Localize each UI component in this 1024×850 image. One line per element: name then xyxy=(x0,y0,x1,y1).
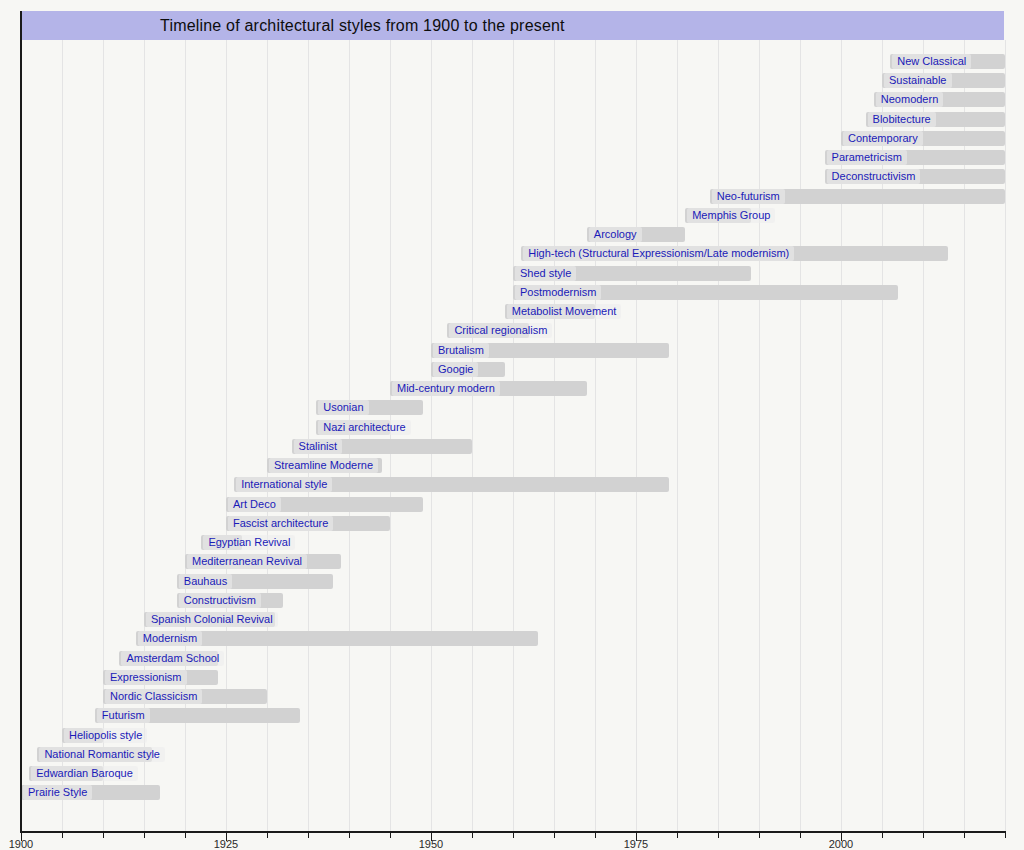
plot-area: Timeline of architectural styles from 19… xyxy=(0,0,1024,850)
x-tick xyxy=(882,833,883,838)
style-label: Metabolist Movement xyxy=(507,304,622,319)
style-label: Heliopolis style xyxy=(64,728,147,743)
style-label: Parametricism xyxy=(827,150,907,165)
style-label: Sustainable xyxy=(884,73,952,88)
x-tick xyxy=(1005,833,1006,838)
style-label: Neomodern xyxy=(876,92,943,107)
gridline xyxy=(718,40,719,831)
x-tick xyxy=(144,833,145,838)
style-label: Usonian xyxy=(318,400,368,415)
style-label: Contemporary xyxy=(843,131,923,146)
style-label: Blobitecture xyxy=(868,112,936,127)
x-tick-label: 1975 xyxy=(616,838,656,850)
style-label: Modernism xyxy=(138,631,202,646)
gridline xyxy=(636,40,637,831)
x-tick xyxy=(349,833,350,838)
x-tick xyxy=(472,833,473,838)
style-label: Prairie Style xyxy=(23,785,92,800)
x-tick xyxy=(595,833,596,838)
gridline xyxy=(390,40,391,831)
x-tick-label: 2000 xyxy=(821,838,861,850)
x-tick xyxy=(759,833,760,838)
style-label: Expressionism xyxy=(105,670,187,685)
x-tick-label: 1900 xyxy=(1,838,41,850)
x-tick xyxy=(267,833,268,838)
gridline xyxy=(308,40,309,831)
gridline xyxy=(595,40,596,831)
style-label: Arcology xyxy=(589,227,642,242)
style-label: Art Deco xyxy=(228,497,281,512)
chart-header: Timeline of architectural styles from 19… xyxy=(22,11,1004,40)
gridline xyxy=(677,40,678,831)
x-tick-label: 1925 xyxy=(206,838,246,850)
style-label: International style xyxy=(236,477,332,492)
chart-title: Timeline of architectural styles from 19… xyxy=(160,11,1004,40)
style-label: Mediterranean Revival xyxy=(187,554,307,569)
style-label: New Classical xyxy=(892,54,971,69)
gridline xyxy=(759,40,760,831)
x-tick xyxy=(513,833,514,838)
x-tick xyxy=(103,833,104,838)
gridline xyxy=(1005,40,1006,831)
x-tick xyxy=(308,833,309,838)
style-label: Constructivism xyxy=(179,593,261,608)
gridline xyxy=(431,40,432,831)
style-label: Spanish Colonial Revival xyxy=(146,612,278,627)
x-tick xyxy=(923,833,924,838)
gridline xyxy=(349,40,350,831)
style-label: Streamline Moderne xyxy=(269,458,378,473)
style-label: Mid-century modern xyxy=(392,381,500,396)
x-tick xyxy=(800,833,801,838)
style-label: Amsterdam School xyxy=(121,651,224,666)
style-label: Futurism xyxy=(97,708,150,723)
gridline xyxy=(554,40,555,831)
y-axis-line xyxy=(20,11,22,832)
gridline xyxy=(472,40,473,831)
x-tick xyxy=(554,833,555,838)
style-label: Edwardian Baroque xyxy=(31,766,138,781)
x-tick xyxy=(185,833,186,838)
style-label: Postmodernism xyxy=(515,285,601,300)
style-label: Brutalism xyxy=(433,343,489,358)
style-label: Egyptian Revival xyxy=(203,535,295,550)
x-tick xyxy=(718,833,719,838)
x-tick-label: 1950 xyxy=(411,838,451,850)
x-tick xyxy=(677,833,678,838)
style-label: Googie xyxy=(433,362,478,377)
style-label: Neo-futurism xyxy=(712,189,785,204)
style-label: Fascist architecture xyxy=(228,516,333,531)
style-label: Memphis Group xyxy=(687,208,775,223)
gridline xyxy=(800,40,801,831)
style-label: Deconstructivism xyxy=(827,169,921,184)
style-label: Shed style xyxy=(515,266,576,281)
style-label: Nazi architecture xyxy=(318,420,411,435)
style-label: Nordic Classicism xyxy=(105,689,202,704)
style-label: National Romantic style xyxy=(39,747,165,762)
x-tick xyxy=(964,833,965,838)
style-label: High-tech (Structural Expressionism/Late… xyxy=(523,246,794,261)
style-label: Critical regionalism xyxy=(449,323,552,338)
gridline xyxy=(62,40,63,831)
x-tick xyxy=(62,833,63,838)
x-tick xyxy=(390,833,391,838)
gridline xyxy=(513,40,514,831)
style-label: Stalinist xyxy=(294,439,343,454)
style-label: Bauhaus xyxy=(179,574,232,589)
